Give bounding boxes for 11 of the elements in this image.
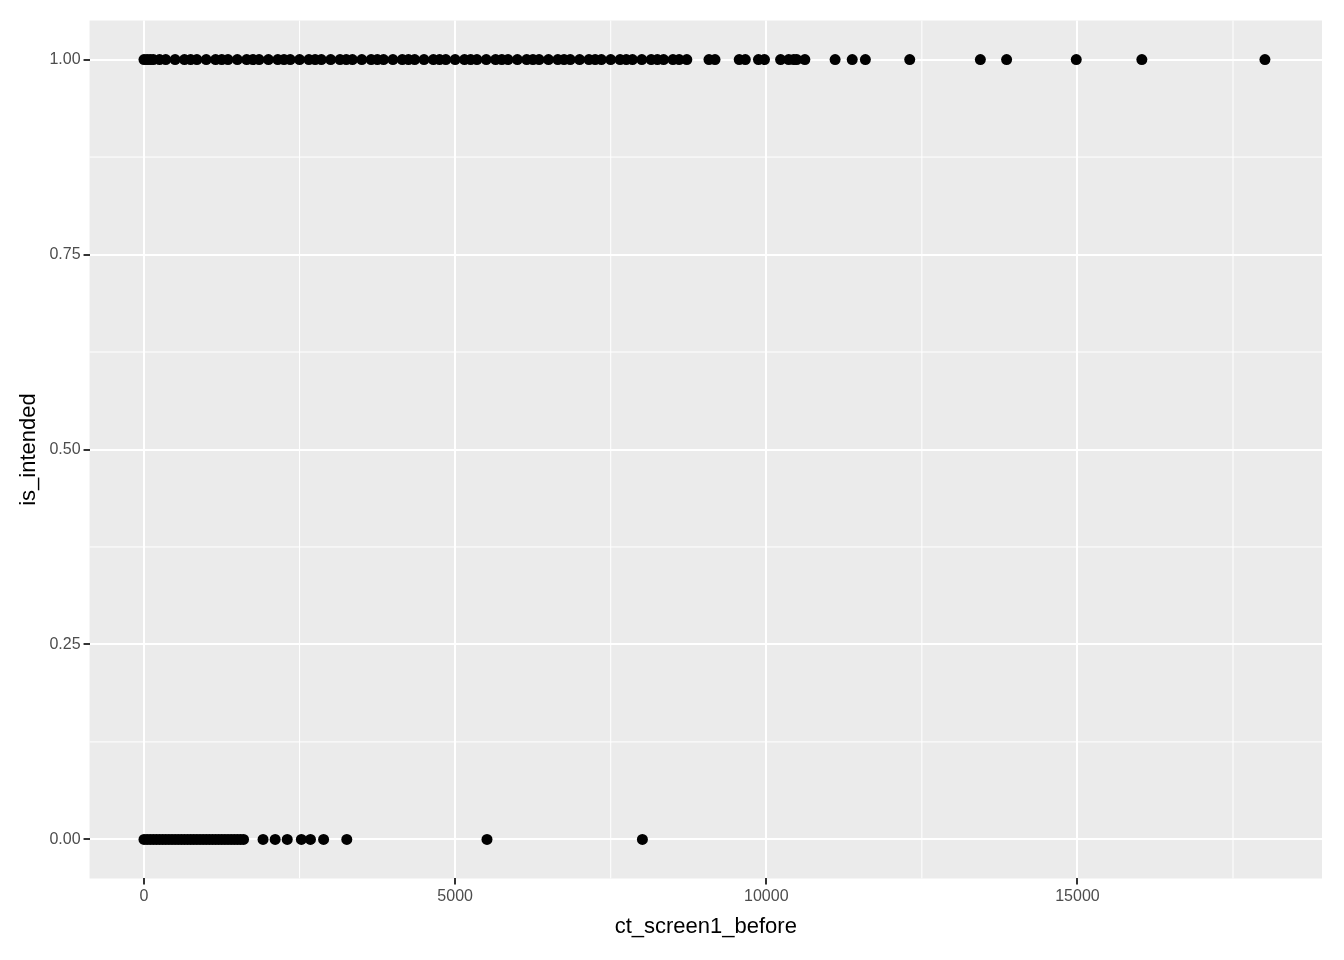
x-tick-label: 10000 <box>744 887 789 905</box>
y-tick-label: 0.25 <box>49 634 81 652</box>
y-tick-label: 0.00 <box>49 829 81 847</box>
y-axis-title: is_intended <box>15 393 41 506</box>
y-tick-label: 1.00 <box>49 50 81 67</box>
y-tick-label: 0.50 <box>49 439 81 457</box>
x-tick-label: 15000 <box>1055 887 1100 905</box>
x-tick-label: 0 <box>139 887 149 905</box>
x-axis-title: ct_screen1_before <box>614 912 797 938</box>
x-tick-label: 5000 <box>437 887 474 905</box>
y-tick-label: 0.75 <box>49 244 81 262</box>
